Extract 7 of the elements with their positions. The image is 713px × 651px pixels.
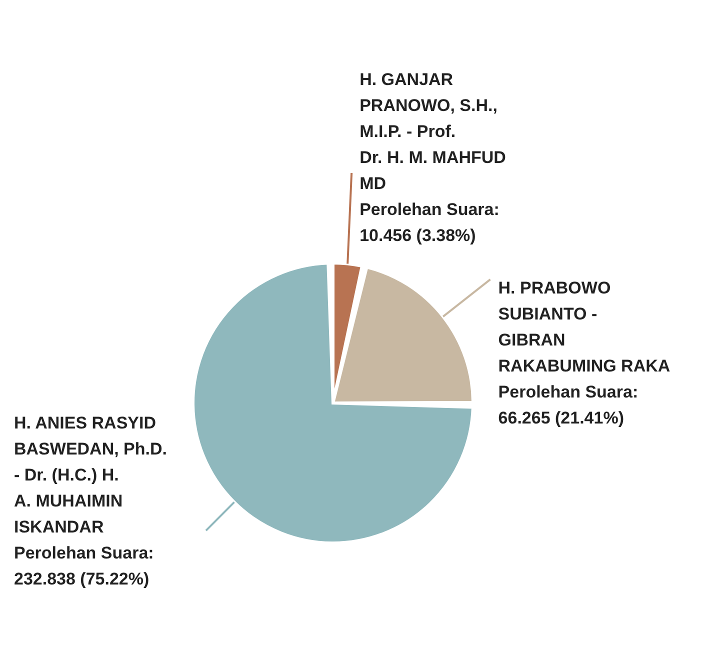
slice-label: H. GANJAR PRANOWO, S.H., M.I.P. - Prof. Dr. H. M. MAHFUD MD: [360, 70, 506, 193]
slice-label: H. ANIES RASYID BASWEDAN, Ph.D. - Dr. (H.C.) H. A. MUHAIMIN ISKANDAR: [14, 414, 167, 537]
data-label: Perolehan Suara: 10.456 (3.38%): [360, 200, 500, 245]
data-label: Perolehan Suara: 232.838 (75.22%): [14, 544, 154, 589]
data-label: Perolehan Suara: 66.265 (21.41%): [498, 382, 638, 428]
pie-slice: [192, 262, 474, 544]
slice-label: H. PRABOWO SUBIANTO - GIBRAN RAKABUMING RAKA: [498, 278, 670, 376]
